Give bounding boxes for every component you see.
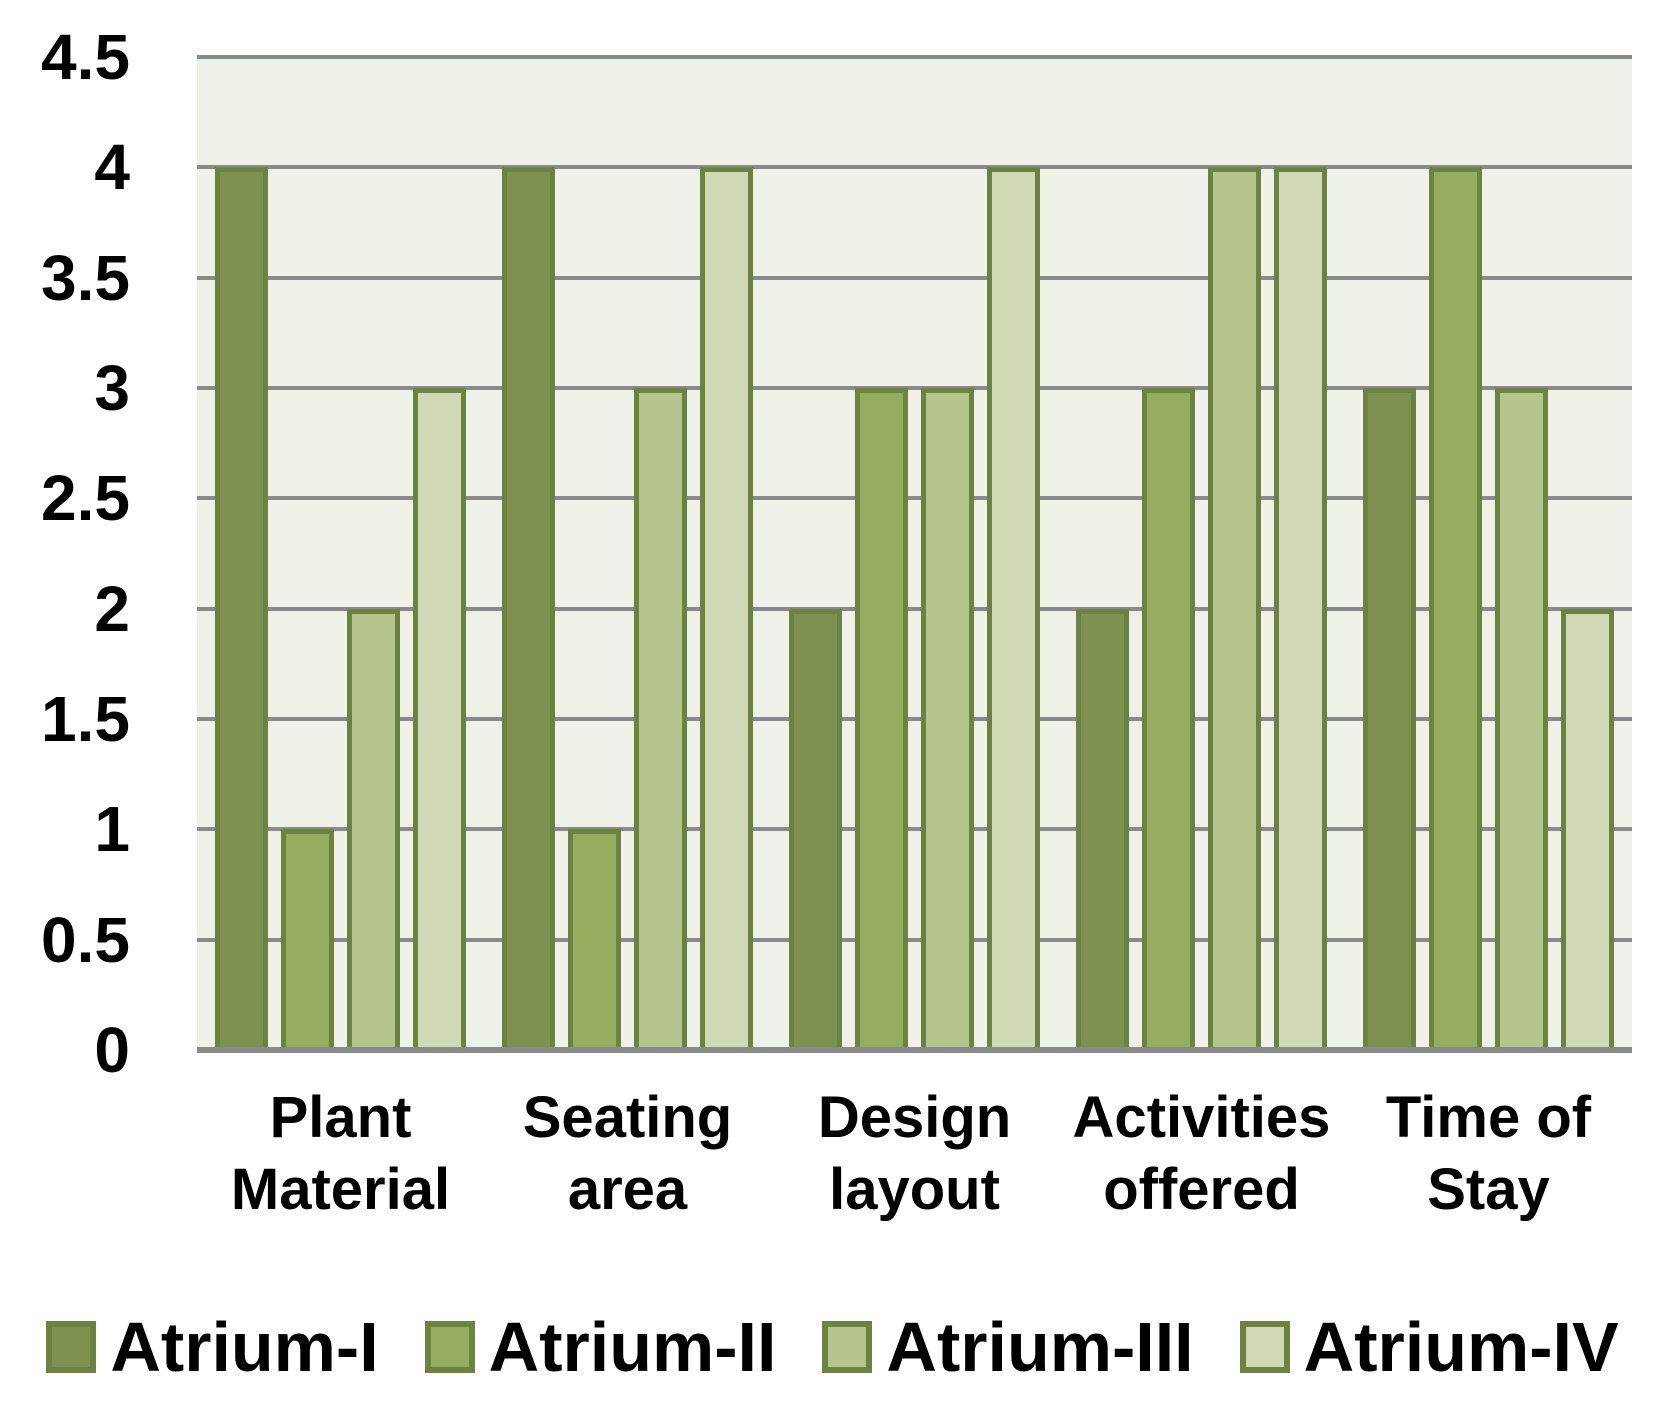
category-label-line: Design (817, 1085, 1012, 1150)
x-axis-line (197, 1047, 1632, 1053)
bar-atrium-iv-3 (1274, 167, 1327, 1050)
y-tick-label-4: 4 (94, 131, 130, 203)
bar-atrium-i-4 (1363, 388, 1416, 1050)
bar-atrium-ii-0 (281, 829, 334, 1050)
legend: Atrium-I Atrium-II Atrium-III Atrium-IV (0, 1303, 1665, 1391)
bar-atrium-iii-0 (347, 609, 400, 1050)
category-label-line: area (567, 1157, 688, 1222)
legend-item-atrium-i: Atrium-I (46, 1308, 379, 1386)
bar-atrium-ii-2 (855, 388, 908, 1050)
category-label-4: Time of Stay (1345, 1082, 1632, 1226)
bar-atrium-iv-1 (700, 167, 753, 1050)
gridline (197, 165, 1632, 169)
category-label-line: Activities (1072, 1085, 1331, 1150)
bar-atrium-i-3 (1076, 609, 1129, 1050)
bar-atrium-iv-4 (1561, 609, 1614, 1050)
legend-label: Atrium-III (886, 1308, 1194, 1386)
y-tick-label-1.5: 1.5 (41, 683, 130, 755)
bar-atrium-i-1 (502, 167, 555, 1050)
y-tick-label-3: 3 (94, 352, 130, 424)
y-tick-label-2.5: 2.5 (41, 462, 130, 534)
category-label-line: Stay (1427, 1157, 1550, 1222)
bar-atrium-ii-1 (568, 829, 621, 1050)
bar-atrium-iii-1 (634, 388, 687, 1050)
bar-atrium-ii-4 (1429, 167, 1482, 1050)
category-label-1: Seating area (484, 1082, 771, 1226)
plot-area (197, 55, 1632, 1053)
legend-item-atrium-ii: Atrium-II (424, 1308, 777, 1386)
category-label-line: offered (1103, 1157, 1300, 1222)
legend-swatch (46, 1321, 97, 1373)
gridline (197, 827, 1632, 831)
gridline (197, 717, 1632, 721)
gridline (197, 496, 1632, 500)
category-label-line: Plant (269, 1085, 412, 1150)
y-tick-label-2: 2 (94, 573, 130, 645)
bar-atrium-ii-3 (1142, 388, 1195, 1050)
legend-swatch (424, 1321, 475, 1373)
category-label-3: Activities offered (1058, 1082, 1345, 1226)
gridline (197, 386, 1632, 390)
legend-item-atrium-iv: Atrium-IV (1239, 1308, 1619, 1386)
bar-atrium-i-2 (789, 609, 842, 1050)
legend-label: Atrium-IV (1303, 1308, 1619, 1386)
category-label-line: layout (829, 1157, 1000, 1222)
legend-label: Atrium-I (110, 1308, 379, 1386)
bar-atrium-iv-0 (413, 388, 466, 1050)
gridline (197, 276, 1632, 280)
category-label-line: Time of (1385, 1085, 1592, 1150)
legend-swatch (1239, 1321, 1290, 1373)
category-label-2: Design layout (771, 1082, 1058, 1226)
bar-atrium-iii-3 (1208, 167, 1261, 1050)
legend-label: Atrium-II (488, 1308, 777, 1386)
bar-atrium-iii-4 (1495, 388, 1548, 1050)
category-label-line: Material (230, 1157, 451, 1222)
legend-item-atrium-iii: Atrium-III (822, 1308, 1194, 1386)
legend-swatch (822, 1321, 873, 1373)
y-tick-label-3.5: 3.5 (41, 242, 130, 314)
y-tick-label-0.5: 0.5 (41, 904, 130, 976)
gridline (197, 55, 1632, 59)
gridline (197, 938, 1632, 942)
gridline (197, 607, 1632, 611)
y-tick-label-1: 1 (94, 793, 130, 865)
y-tick-label-4.5: 4.5 (41, 21, 130, 93)
bar-atrium-i-0 (215, 167, 268, 1050)
category-label-0: Plant Material (197, 1082, 484, 1226)
y-tick-label-0: 0 (94, 1014, 130, 1086)
category-label-line: Seating (522, 1085, 733, 1150)
bar-atrium-iii-2 (921, 388, 974, 1050)
bar-atrium-iv-2 (987, 167, 1040, 1050)
